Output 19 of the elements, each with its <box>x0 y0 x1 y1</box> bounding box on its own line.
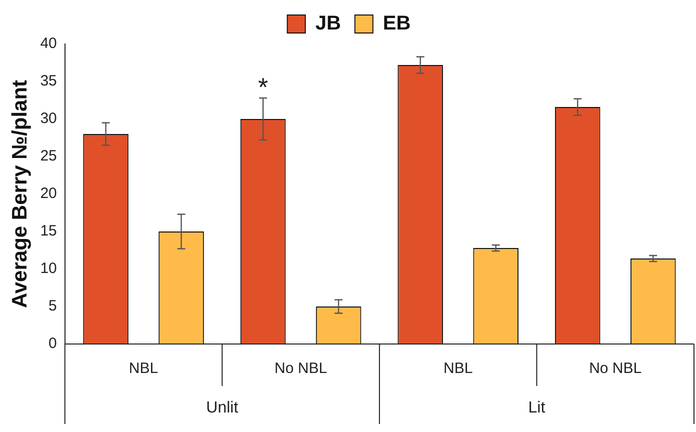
legend-label: JB <box>315 12 341 35</box>
y-tick-label: 30 <box>40 110 57 128</box>
y-tick-label: 0 <box>48 335 57 352</box>
x-tick-label: No NBL <box>589 360 642 378</box>
text: Lit <box>528 399 546 416</box>
x-tick-label: No NBL <box>274 360 328 378</box>
y-tick-label: 15 <box>40 222 57 240</box>
x-tick-label: NBL <box>128 360 158 378</box>
annotation: * <box>258 72 268 102</box>
legend-label: EB <box>382 12 411 35</box>
y-axis-title: Average Berry №/plant <box>8 80 32 308</box>
y-tick-label: 40 <box>40 35 57 52</box>
y-tick-label: 25 <box>40 148 57 165</box>
y-tick-label: 35 <box>40 72 57 90</box>
y-tick-label: 20 <box>40 185 57 202</box>
y-tick-label: 5 <box>48 298 57 315</box>
x-tick-label: NBL <box>443 360 473 378</box>
text: Unlit <box>206 399 239 416</box>
y-tick-label: 10 <box>40 260 57 278</box>
